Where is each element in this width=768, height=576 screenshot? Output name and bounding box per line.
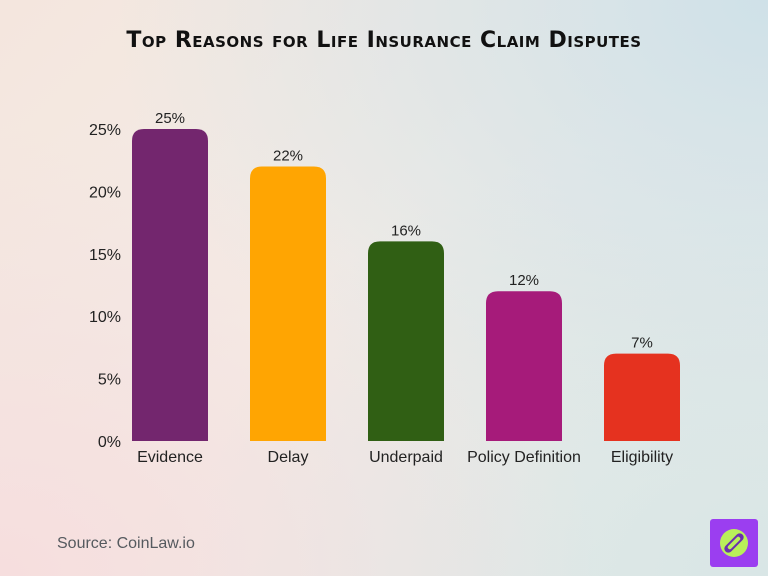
chart-title: Top Reasons for Life Insurance Claim Dis… xyxy=(126,28,642,53)
y-tick-label: 15% xyxy=(89,247,121,264)
category-label: Evidence xyxy=(137,449,203,466)
coinlaw-logo xyxy=(710,519,758,567)
value-label: 16% xyxy=(391,222,421,239)
category-label: Underpaid xyxy=(369,449,443,466)
bar-underpaid xyxy=(368,241,444,441)
y-tick-label: 0% xyxy=(98,434,121,451)
bar-evidence xyxy=(132,129,208,441)
bar-policy-definition xyxy=(486,291,562,441)
value-label: 22% xyxy=(273,147,303,164)
value-label: 25% xyxy=(155,110,185,127)
category-label: Policy Definition xyxy=(467,449,581,466)
y-tick-label: 20% xyxy=(89,184,121,201)
category-label: Delay xyxy=(268,449,309,466)
value-label: 12% xyxy=(509,272,539,289)
y-tick-label: 25% xyxy=(89,122,121,139)
bar-delay xyxy=(250,166,326,441)
value-label: 7% xyxy=(631,335,653,352)
y-tick-label: 10% xyxy=(89,309,121,326)
category-label: Eligibility xyxy=(611,449,673,466)
source-label: Source: CoinLaw.io xyxy=(57,535,195,552)
bar-eligibility xyxy=(604,353,680,441)
y-tick-label: 5% xyxy=(98,372,121,389)
